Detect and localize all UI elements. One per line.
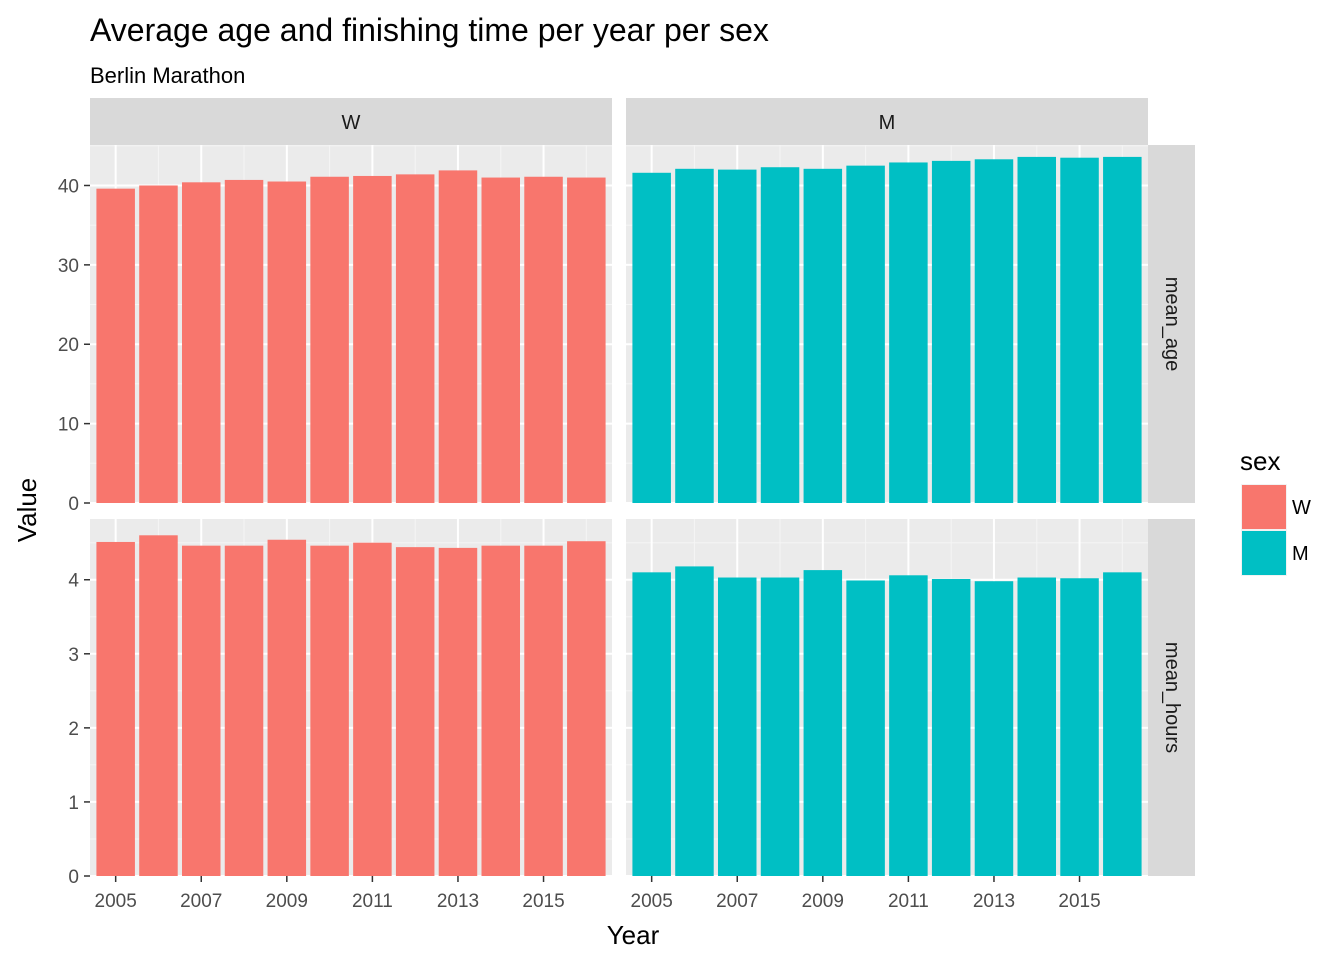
panel-w-mean-age: [90, 145, 612, 504]
facet-strip-label: mean_hours: [1161, 642, 1183, 753]
bar-w-mean-age-2005: [96, 188, 135, 503]
bar-m-mean-age-2007: [717, 169, 757, 503]
bar-m-mean-hours-2012: [931, 578, 971, 876]
bar-w-mean-hours-2012: [395, 547, 435, 876]
chart-subtitle: Berlin Marathon: [90, 63, 245, 88]
bar-m-mean-age-2011: [889, 162, 928, 503]
bar-m-mean-age-2016: [1103, 156, 1142, 504]
bar-w-mean-hours-2009: [267, 539, 307, 876]
bar-w-mean-age-2006: [139, 185, 178, 503]
legend-swatch-w: [1242, 485, 1286, 529]
x-axis-title: Year: [607, 920, 660, 950]
bar-w-mean-hours-2011: [353, 542, 392, 876]
facet-strip-label: W: [342, 112, 361, 134]
y-tick-label: 30: [58, 256, 79, 277]
bar-w-mean-age-2012: [395, 174, 435, 503]
bar-w-mean-age-2009: [267, 181, 307, 504]
panel-w-mean-hours: [90, 519, 612, 877]
bar-w-mean-hours-2013: [438, 547, 478, 876]
bar-m-mean-age-2013: [974, 159, 1014, 503]
bar-m-mean-hours-2007: [717, 577, 757, 876]
x-tick-label: 2005: [631, 891, 673, 912]
y-tick-label: 3: [68, 645, 79, 666]
bar-m-mean-hours-2006: [675, 566, 714, 876]
y-tick-label: 20: [58, 335, 79, 356]
bar-w-mean-age-2008: [224, 179, 264, 504]
facet-strip-label: mean_age: [1161, 277, 1183, 372]
bar-m-mean-age-2010: [846, 165, 885, 503]
panel-m-mean-age: [626, 145, 1148, 504]
bar-w-mean-hours-2008: [224, 545, 264, 876]
x-tick-label: 2009: [266, 891, 308, 912]
x-tick-label: 2013: [973, 891, 1015, 912]
x-tick-label: 2007: [180, 891, 222, 912]
facet-strip-mean-age: [1148, 145, 1195, 503]
legend-label-w: W: [1292, 497, 1311, 519]
y-tick-label: 40: [58, 176, 79, 197]
bar-w-mean-hours-2005: [96, 541, 135, 876]
bar-w-mean-age-2015: [524, 176, 563, 504]
x-tick-label: 2015: [522, 891, 564, 912]
y-axis-title: Value: [12, 478, 42, 543]
bar-w-mean-age-2007: [181, 182, 221, 503]
x-tick-label: 2005: [95, 891, 137, 912]
bar-w-mean-age-2011: [353, 175, 392, 503]
y-tick-label: 2: [68, 719, 79, 740]
y-tick-label: 10: [58, 415, 79, 436]
y-tick-label: 0: [68, 867, 79, 888]
bar-m-mean-hours-2008: [760, 577, 800, 876]
bar-m-mean-age-2009: [803, 168, 843, 503]
x-tick-label: 2007: [716, 891, 758, 912]
y-tick-label: 1: [68, 793, 79, 814]
bar-m-mean-hours-2015: [1060, 578, 1099, 876]
legend-title: sex: [1240, 446, 1280, 476]
x-tick-label: 2015: [1058, 891, 1100, 912]
bar-w-mean-hours-2015: [524, 545, 563, 876]
bar-w-mean-hours-2006: [139, 535, 178, 876]
bar-m-mean-hours-2014: [1017, 577, 1057, 876]
bar-m-mean-hours-2011: [889, 575, 928, 876]
facet-strip-w: [90, 98, 612, 145]
y-tick-label: 4: [68, 571, 79, 592]
facet-strip-m: [626, 98, 1148, 145]
bar-w-mean-age-2016: [567, 177, 606, 503]
bar-w-mean-hours-2010: [310, 545, 349, 876]
bar-w-mean-age-2014: [481, 177, 521, 503]
bar-m-mean-hours-2005: [632, 572, 671, 876]
bar-m-mean-hours-2010: [846, 580, 885, 876]
bar-w-mean-hours-2007: [181, 545, 221, 876]
bar-w-mean-age-2013: [438, 170, 478, 503]
x-tick-label: 2011: [352, 891, 393, 912]
x-tick-label: 2009: [802, 891, 844, 912]
bar-w-mean-age-2010: [310, 176, 349, 504]
bar-w-mean-hours-2016: [567, 541, 606, 876]
legend-swatch-m: [1242, 531, 1286, 575]
x-tick-label: 2011: [888, 891, 929, 912]
facet-strip-mean-hours: [1148, 519, 1195, 876]
x-tick-label: 2013: [437, 891, 479, 912]
bar-m-mean-age-2014: [1017, 156, 1057, 504]
bar-m-mean-age-2012: [931, 160, 971, 503]
bar-w-mean-hours-2014: [481, 545, 521, 876]
facet-strip-label: M: [879, 112, 896, 134]
bar-m-mean-hours-2016: [1103, 572, 1142, 876]
y-tick-label: 0: [68, 494, 79, 515]
bar-m-mean-age-2006: [675, 168, 714, 503]
bar-m-mean-age-2015: [1060, 157, 1099, 503]
bar-m-mean-age-2008: [760, 167, 800, 503]
panel-m-mean-hours: [626, 519, 1148, 877]
legend-label-m: M: [1292, 543, 1309, 565]
bar-m-mean-hours-2013: [974, 581, 1014, 876]
bar-m-mean-age-2005: [632, 172, 671, 503]
legend: sex W M: [1240, 446, 1311, 576]
chart-title: Average age and finishing time per year …: [90, 12, 769, 48]
bar-m-mean-hours-2009: [803, 570, 843, 876]
